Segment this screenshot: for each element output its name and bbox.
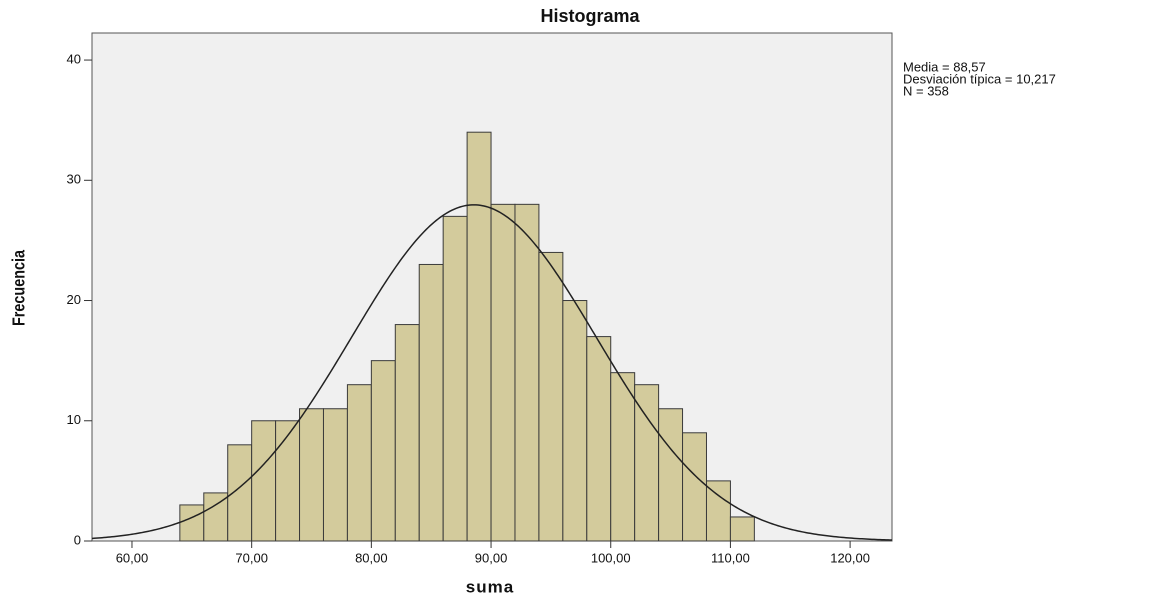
bar bbox=[682, 432, 707, 542]
stat-annotation: N = 358 bbox=[903, 83, 949, 98]
normal-curve bbox=[91, 204, 893, 541]
y-tick-label: 40 bbox=[67, 51, 81, 66]
y-tick-label: 20 bbox=[67, 292, 81, 307]
bar bbox=[275, 420, 301, 542]
bar bbox=[346, 384, 372, 542]
x-tick-label: 110,00 bbox=[711, 550, 750, 565]
stat-annotation: Media = 88,57 bbox=[903, 59, 986, 74]
x-tick-label: 120,00 bbox=[830, 550, 870, 565]
bar bbox=[586, 336, 612, 542]
bar bbox=[370, 360, 396, 542]
x-tick-label: 60,00 bbox=[116, 550, 149, 565]
x-tick-label: 90,00 bbox=[475, 550, 508, 565]
bar bbox=[705, 480, 731, 542]
y-tick-label: 30 bbox=[67, 172, 81, 187]
x-tick-label: 70,00 bbox=[235, 550, 268, 565]
bar bbox=[729, 516, 755, 542]
x-axis-label: suma bbox=[466, 577, 514, 596]
x-tick-label: 80,00 bbox=[355, 550, 388, 565]
bar bbox=[610, 372, 636, 542]
bar bbox=[514, 203, 540, 542]
bar bbox=[227, 444, 253, 542]
bar bbox=[466, 131, 492, 542]
bar bbox=[658, 408, 684, 542]
bar bbox=[418, 263, 444, 542]
bar bbox=[538, 251, 564, 542]
bar bbox=[634, 384, 660, 542]
bar bbox=[322, 408, 348, 542]
bar bbox=[394, 324, 420, 542]
chart-title: Histograma bbox=[540, 6, 640, 26]
bar bbox=[490, 203, 516, 542]
bar bbox=[251, 420, 277, 542]
y-tick-label: 10 bbox=[67, 412, 81, 427]
x-tick-label: 100,00 bbox=[591, 550, 631, 565]
bar bbox=[299, 408, 324, 542]
y-axis-label: Frecuencia bbox=[9, 249, 29, 326]
stat-annotation: Desviación típica = 10,217 bbox=[903, 71, 1056, 86]
bar bbox=[442, 215, 468, 542]
bar bbox=[562, 300, 588, 542]
bar bbox=[179, 504, 205, 542]
y-tick-label: 0 bbox=[74, 532, 81, 547]
